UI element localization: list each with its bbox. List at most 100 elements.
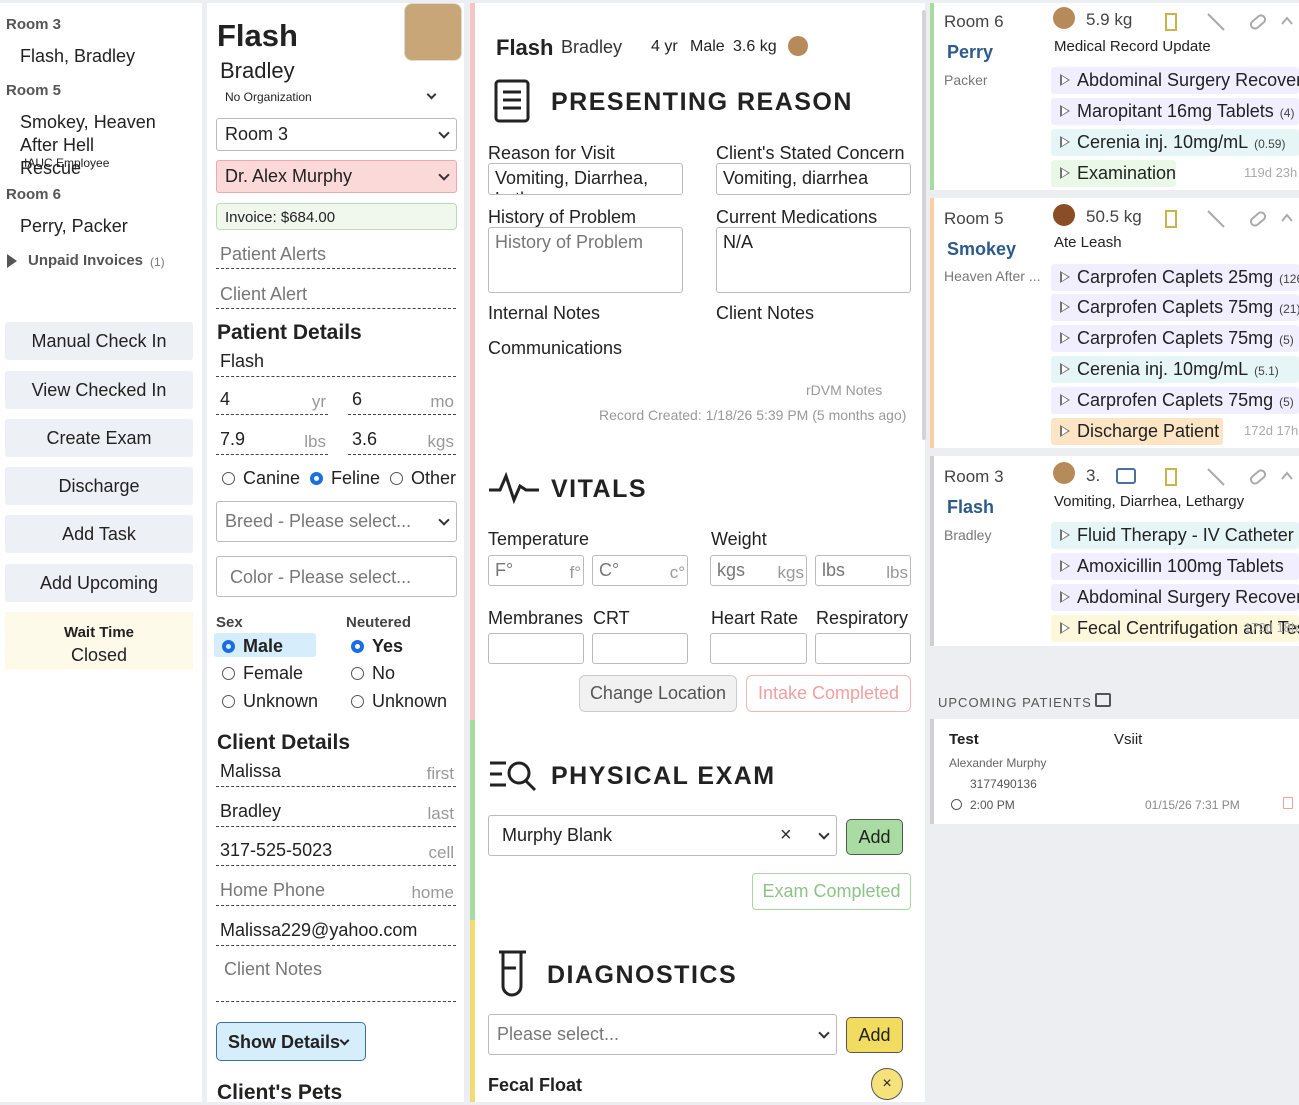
internal-notes[interactable]: Internal Notes	[488, 303, 601, 323]
placeholder: lbs	[822, 560, 846, 580]
client-cell[interactable]: 317-525-5023 cell	[216, 840, 456, 866]
expand-icon[interactable]	[7, 254, 17, 268]
weight-lbs[interactable]: lbs lbs	[815, 555, 911, 586]
membranes-input[interactable]	[488, 633, 584, 664]
communications[interactable]: Communications	[488, 338, 623, 358]
field-label: Weight	[711, 529, 767, 549]
task-item[interactable]: Abdominal Surgery Recovery	[1051, 67, 1299, 94]
card-patient[interactable]: Flash	[947, 497, 995, 517]
add-upcoming-icon[interactable]	[1095, 693, 1111, 707]
client-last[interactable]: Bradley last	[216, 801, 456, 827]
delete-icon[interactable]	[1283, 797, 1293, 809]
task-item[interactable]: Carprofen Caplets 75mg (5)	[1051, 325, 1299, 352]
pet-name[interactable]: Flash	[216, 351, 456, 377]
patient-alerts[interactable]: Patient Alerts	[216, 244, 456, 269]
neutered-option[interactable]: Unknown	[351, 691, 447, 712]
add-exam[interactable]: Add	[846, 819, 903, 855]
task-item[interactable]: Cerenia inj. 10mg/mL (5.1)	[1051, 356, 1299, 383]
client-home[interactable]: Home Phone home	[216, 880, 456, 906]
task-item[interactable]: Discharge Patient	[1051, 418, 1223, 445]
task-item[interactable]: Fluid Therapy - IV Catheter a	[1051, 522, 1299, 549]
reason-input[interactable]: Vomiting, Diarrhea, Leth	[488, 163, 683, 195]
client-notes-toggle[interactable]: Client Notes	[716, 303, 815, 323]
card-patient[interactable]: Perry	[947, 42, 994, 62]
exam-completed[interactable]: Exam Completed	[752, 873, 911, 910]
organization[interactable]: No Organization	[225, 90, 312, 104]
heart-rate-input[interactable]	[710, 633, 807, 664]
breed-select[interactable]: Breed - Please select...	[216, 501, 457, 542]
task-item[interactable]: Carprofen Caplets 75mg (21)	[1051, 294, 1299, 321]
patient-avatar	[404, 3, 462, 61]
task: Amoxicillin 100mg Tablets	[1077, 556, 1284, 576]
meds-input[interactable]: N/A	[716, 227, 911, 293]
sex-option[interactable]: Male	[222, 636, 283, 657]
card-actions[interactable]	[1115, 465, 1295, 489]
task-item[interactable]: Carprofen Caplets 25mg (126	[1051, 264, 1299, 291]
task-item[interactable]: Cerenia inj. 10mg/mL (0.59)	[1051, 129, 1299, 156]
nav-button[interactable]: View Checked In	[5, 371, 193, 409]
remove-test[interactable]: ×	[871, 1068, 903, 1100]
upcoming-patient[interactable]: Test	[949, 731, 979, 748]
unit: kgs	[427, 432, 454, 451]
clear-icon[interactable]: ×	[780, 824, 792, 846]
room-patients[interactable]: Flash, Bradley	[20, 46, 136, 66]
history-input[interactable]: History of Problem	[488, 227, 683, 293]
task-item[interactable]: Fecal Centrifugation and Test	[1051, 615, 1299, 642]
neutered-option[interactable]: Yes	[351, 636, 403, 657]
concern-input[interactable]: Vomiting, diarrhea	[716, 163, 911, 195]
sex-option[interactable]: Unknown	[222, 691, 318, 712]
respiratory-input[interactable]	[815, 633, 911, 664]
client-notes[interactable]: Client Notes	[216, 959, 456, 1002]
task-item[interactable]: Amoxicillin 100mg Tablets	[1051, 553, 1299, 580]
card-actions[interactable]	[1160, 207, 1295, 231]
value: 7.9	[220, 429, 246, 449]
species-option[interactable]: Other	[390, 468, 456, 489]
unpaid-invoices[interactable]: Unpaid Invoices	[28, 252, 144, 269]
task-item[interactable]: Carprofen Caplets 75mg (5)	[1051, 387, 1299, 414]
task-item[interactable]: Examination	[1051, 160, 1176, 187]
weight-kgs[interactable]: kgs kgs	[710, 555, 807, 586]
temp-c[interactable]: C° c°	[592, 555, 688, 586]
task-item[interactable]: Maropitant 16mg Tablets (4)	[1051, 98, 1299, 125]
diagnostics-select[interactable]: Please select...	[488, 1014, 837, 1055]
card-patient[interactable]: Smokey	[947, 239, 1017, 259]
value: Malissa	[220, 761, 282, 781]
species-option[interactable]: Canine	[222, 468, 300, 489]
nav-button[interactable]: Add Task	[5, 515, 193, 553]
client-first[interactable]: Malissa first	[216, 761, 456, 787]
nav-button[interactable]: Discharge	[5, 467, 193, 505]
doctor-select[interactable]: Dr. Alex Murphy	[216, 160, 457, 193]
sex-option[interactable]: Female	[222, 663, 303, 684]
species-option[interactable]: Feline	[310, 468, 380, 489]
color-select[interactable]: Color - Please select...	[216, 556, 457, 597]
rdvm-notes[interactable]: rDVM Notes	[806, 382, 883, 398]
task-item[interactable]: Abdominal Surgery Recovery	[1051, 584, 1299, 611]
room-patients[interactable]: Perry, Packer	[20, 216, 128, 236]
card-owner: Packer	[944, 72, 988, 88]
client-alert[interactable]: Client Alert	[216, 284, 456, 309]
exam-icon	[490, 761, 537, 792]
age-years[interactable]: 4 yr	[216, 389, 328, 415]
neutered-option[interactable]: No	[351, 663, 395, 684]
change-location[interactable]: Change Location	[579, 675, 737, 712]
room-select[interactable]: Room 3	[216, 118, 457, 151]
weight-kgs[interactable]: 3.6 kgs	[348, 429, 456, 455]
card-actions[interactable]	[1160, 10, 1295, 34]
card-reason: Vomiting, Diarrhea, Lethargy	[1054, 493, 1245, 510]
nav-button[interactable]: Add Upcoming	[5, 564, 193, 602]
intake-completed[interactable]: Intake Completed	[746, 675, 911, 712]
show-details[interactable]: Show Details	[216, 1022, 366, 1061]
age-months[interactable]: 6 mo	[348, 389, 456, 415]
room-patients[interactable]: Smokey, Heaven After Hell Rescue	[20, 112, 156, 178]
nav-button[interactable]: Manual Check In	[5, 322, 193, 360]
client-email[interactable]: Malissa229@yahoo.com	[216, 920, 456, 946]
temp-f[interactable]: F° f°	[488, 555, 584, 586]
card-time: 119d 23h	[1244, 165, 1298, 180]
crt-input[interactable]	[592, 633, 688, 664]
invoice[interactable]: Invoice: $684.00	[216, 203, 457, 230]
card-weight: 3.	[1086, 466, 1101, 485]
exam-template[interactable]: Murphy Blank	[488, 815, 837, 856]
nav-button[interactable]: Create Exam	[5, 419, 193, 457]
add-diagnostic[interactable]: Add	[846, 1017, 903, 1053]
weight-lbs[interactable]: 7.9 lbs	[216, 429, 328, 455]
